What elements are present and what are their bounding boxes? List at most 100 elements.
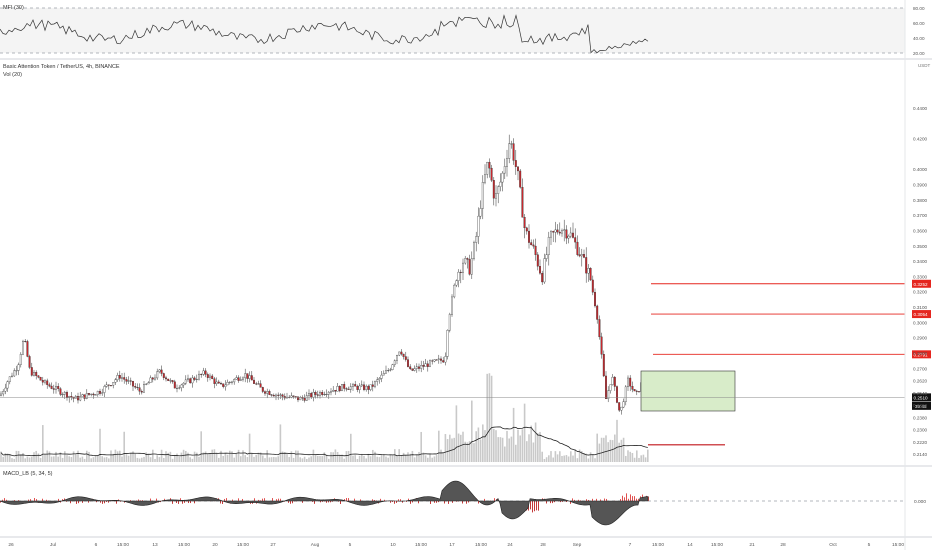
macd-hist-bar — [328, 501, 329, 503]
volume-bar — [605, 435, 607, 462]
candle-body — [279, 394, 282, 396]
volume-bar — [116, 451, 119, 462]
candle-body — [433, 359, 436, 362]
candle-body — [429, 360, 431, 367]
candle-body — [99, 390, 101, 394]
candle-body — [479, 208, 482, 217]
volume-bar — [97, 455, 99, 462]
price-tick-label: 0.3000 — [913, 320, 927, 325]
macd-hist-bar — [530, 501, 531, 510]
candle-body — [88, 393, 90, 395]
macd-hist-bar — [622, 495, 623, 501]
volume-bar — [237, 449, 240, 462]
volume-bar — [394, 449, 396, 462]
macd-hist-bar — [606, 498, 607, 501]
macd-hist-bar — [6, 499, 7, 501]
candle-body — [358, 385, 361, 390]
volume-bar — [625, 455, 627, 462]
volume-bar — [411, 450, 414, 462]
volume-bar — [589, 452, 592, 462]
candle-body — [426, 363, 429, 367]
level-lines: 0.3252 0.3054 0.2791 0.2510 39:45 — [0, 279, 931, 446]
macd-hist-bar — [484, 498, 485, 501]
candle-body — [308, 393, 310, 396]
candle-body — [261, 387, 264, 392]
candle-body — [497, 186, 500, 194]
candle-body — [446, 330, 449, 357]
price-tick-label: 0.3500 — [913, 244, 927, 249]
candle-body — [578, 254, 581, 257]
volume-bar — [433, 456, 436, 462]
candle-body — [299, 397, 302, 401]
candle-body — [532, 244, 535, 247]
volume-bar — [143, 456, 145, 462]
macd-hist-bar — [574, 499, 575, 501]
candle-body — [393, 360, 396, 365]
candle-body — [569, 232, 572, 237]
candle-body — [602, 354, 605, 377]
macd-hist-bar — [550, 501, 551, 504]
macd-hist-bar — [410, 501, 411, 504]
candle-body — [492, 180, 495, 199]
x-axis-label: 15:00 — [892, 542, 904, 548]
macd-hist-bar — [116, 501, 117, 504]
volume-bar — [292, 457, 295, 462]
candle-body — [541, 273, 544, 283]
mfi-band — [0, 8, 905, 53]
volume-bar — [369, 456, 372, 462]
candle-body — [413, 368, 416, 371]
volume-bar — [574, 449, 576, 462]
volume-bar — [354, 455, 356, 462]
volume-bar — [290, 451, 293, 462]
volume-bar — [545, 457, 548, 462]
candle-body — [387, 370, 390, 372]
volume-bar — [473, 443, 475, 462]
macd-hist-bar — [140, 500, 141, 501]
mfi-label: MFI (30) — [3, 5, 24, 11]
candle-body — [618, 402, 621, 411]
volume-bar — [567, 456, 570, 462]
x-axis-label: 10 — [390, 542, 396, 548]
volume-bar — [482, 424, 484, 462]
volume-bar — [81, 456, 84, 462]
candle-body — [33, 372, 35, 376]
volume-bar — [220, 450, 222, 462]
macd-hist-bar — [2, 499, 3, 501]
candle-body — [244, 373, 247, 379]
candle-body — [345, 388, 348, 390]
macd-hist-bar — [180, 498, 181, 501]
volume-bar — [108, 458, 110, 462]
volume-bar — [468, 441, 471, 462]
volume-bar — [389, 454, 392, 462]
price-tick-label: 0.2300 — [913, 428, 927, 433]
macd-hist-bar — [624, 497, 625, 501]
macd-hist-bar — [224, 498, 225, 501]
volume-bar — [306, 458, 308, 462]
x-axis-label: 15:00 — [237, 542, 249, 548]
volume-bar — [125, 454, 128, 462]
volume-bar — [438, 430, 440, 462]
volume-bar — [440, 449, 442, 462]
volume-bar — [31, 456, 33, 462]
candle-body — [101, 392, 104, 394]
macd-hist-bar — [628, 498, 629, 501]
volume-bar — [39, 457, 42, 462]
candle-body — [589, 268, 592, 281]
candle-body — [231, 381, 233, 383]
volume-bar — [460, 434, 462, 462]
macd-hist-bar — [406, 501, 407, 502]
volume-bar — [167, 452, 169, 462]
candle-body — [323, 394, 326, 395]
candle-body — [422, 365, 425, 367]
price-axis-ticks: 0.4400 0.4200 0.4000 0.3900 0.3800 0.3700 0.36… — [913, 106, 927, 457]
volume-bar — [266, 450, 268, 462]
volume-bar — [484, 430, 486, 462]
volume-bar — [350, 433, 352, 462]
candle-body — [154, 377, 156, 380]
candle-body — [206, 374, 209, 378]
macd-hist-bar — [302, 501, 303, 503]
volume-bar — [248, 433, 251, 462]
candle-body — [123, 377, 126, 380]
candle-body — [92, 393, 95, 396]
